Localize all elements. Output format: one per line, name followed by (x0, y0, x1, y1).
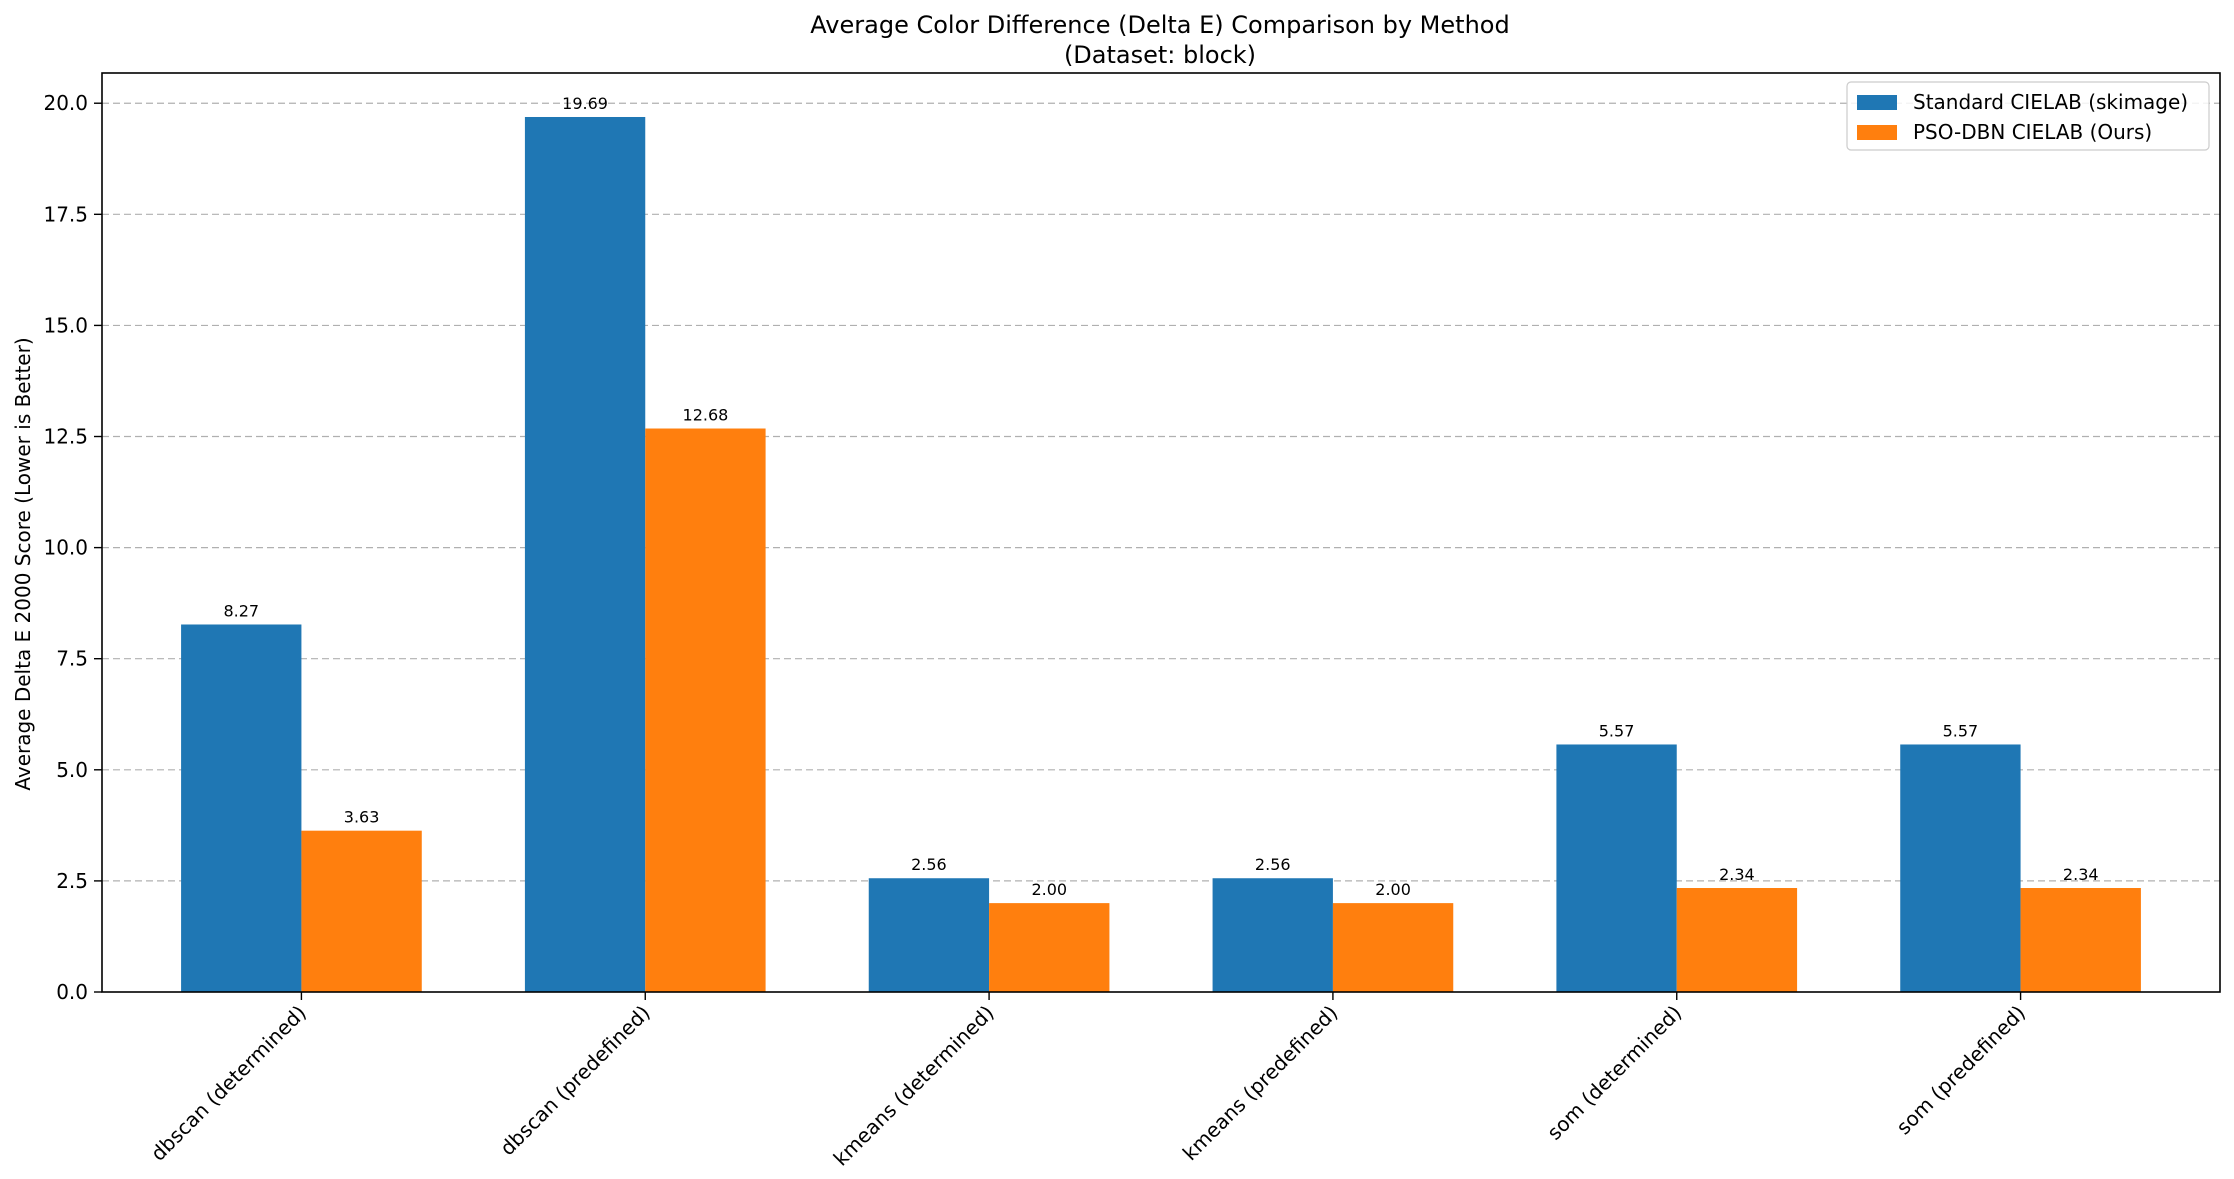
y-axis-ticks: 0.0 2.5 5.0 7.5 10.0 12.5 15.0 17.5 20.0 (43, 91, 102, 1004)
bar (1676, 888, 1798, 992)
bar (524, 116, 646, 992)
plot-frame (101, 72, 2221, 993)
chart-title: Average Color Difference (Delta E) Compa… (810, 11, 1509, 39)
bar-value-label: 5.57 (1599, 721, 1635, 740)
x-tick-label: kmeans (predefined) (1178, 1001, 1343, 1166)
bar-value-label: 2.56 (1255, 855, 1291, 874)
legend-label: Standard CIELAB (skimage) (1913, 90, 2188, 114)
legend-swatch (1857, 95, 1897, 110)
bar-value-label: 2.00 (1375, 880, 1411, 899)
bar-value-label: 5.57 (1943, 721, 1979, 740)
bar (1556, 744, 1677, 992)
y-tick-label: 12.5 (43, 425, 88, 449)
bar-value-label: 19.69 (562, 94, 608, 113)
gridlines (102, 102, 2220, 882)
bar (301, 830, 422, 992)
x-tick-label: kmeans (determined) (829, 1001, 999, 1171)
x-tick-label: som (determined) (1542, 1001, 1686, 1145)
y-tick-label: 20.0 (43, 91, 88, 115)
bar-value-label: 2.00 (1031, 880, 1067, 899)
bars-group: 8.27 3.63 19.69 12.68 2.56 2.00 2.56 2.00 5.57 2.… (181, 94, 2141, 992)
bar-value-label: 2.56 (911, 855, 947, 874)
bar (645, 428, 766, 992)
bar (1900, 744, 2021, 992)
x-tick-label: dbscan (determined) (146, 1001, 311, 1166)
legend: Standard CIELAB (skimage) PSO-DBN CIELAB … (1846, 81, 2210, 151)
y-tick-label: 17.5 (43, 202, 88, 226)
y-tick-label: 15.0 (43, 313, 88, 337)
bar-value-label: 8.27 (223, 601, 259, 620)
bar-value-label: 12.68 (683, 406, 729, 425)
bar (868, 878, 990, 992)
y-tick-label: 10.0 (43, 536, 88, 560)
chart-subtitle: (Dataset: block) (1064, 41, 1256, 69)
y-tick-label: 7.5 (56, 647, 88, 671)
y-axis-label: Average Delta E 2000 Score (Lower is Bet… (11, 337, 35, 790)
bar-value-label: 3.63 (344, 808, 380, 827)
y-tick-label: 2.5 (56, 869, 88, 893)
bar (2020, 888, 2141, 992)
x-axis-ticks: dbscan (determined) dbscan (predefined) km… (146, 992, 2030, 1171)
legend-frame (1846, 81, 2210, 151)
y-tick-label: 5.0 (56, 758, 88, 782)
legend-swatch (1857, 125, 1897, 140)
bar-value-label: 2.34 (2063, 865, 2099, 884)
bar (181, 624, 302, 992)
x-tick-label: som (predefined) (1891, 1001, 2030, 1140)
bar-value-label: 2.34 (1719, 865, 1755, 884)
legend-label: PSO-DBN CIELAB (Ours) (1913, 120, 2152, 144)
bar (989, 903, 1110, 992)
y-tick-label: 0.0 (56, 980, 88, 1004)
bar (1332, 903, 1454, 992)
bar (1212, 878, 1333, 992)
x-tick-label: dbscan (predefined) (495, 1001, 655, 1161)
